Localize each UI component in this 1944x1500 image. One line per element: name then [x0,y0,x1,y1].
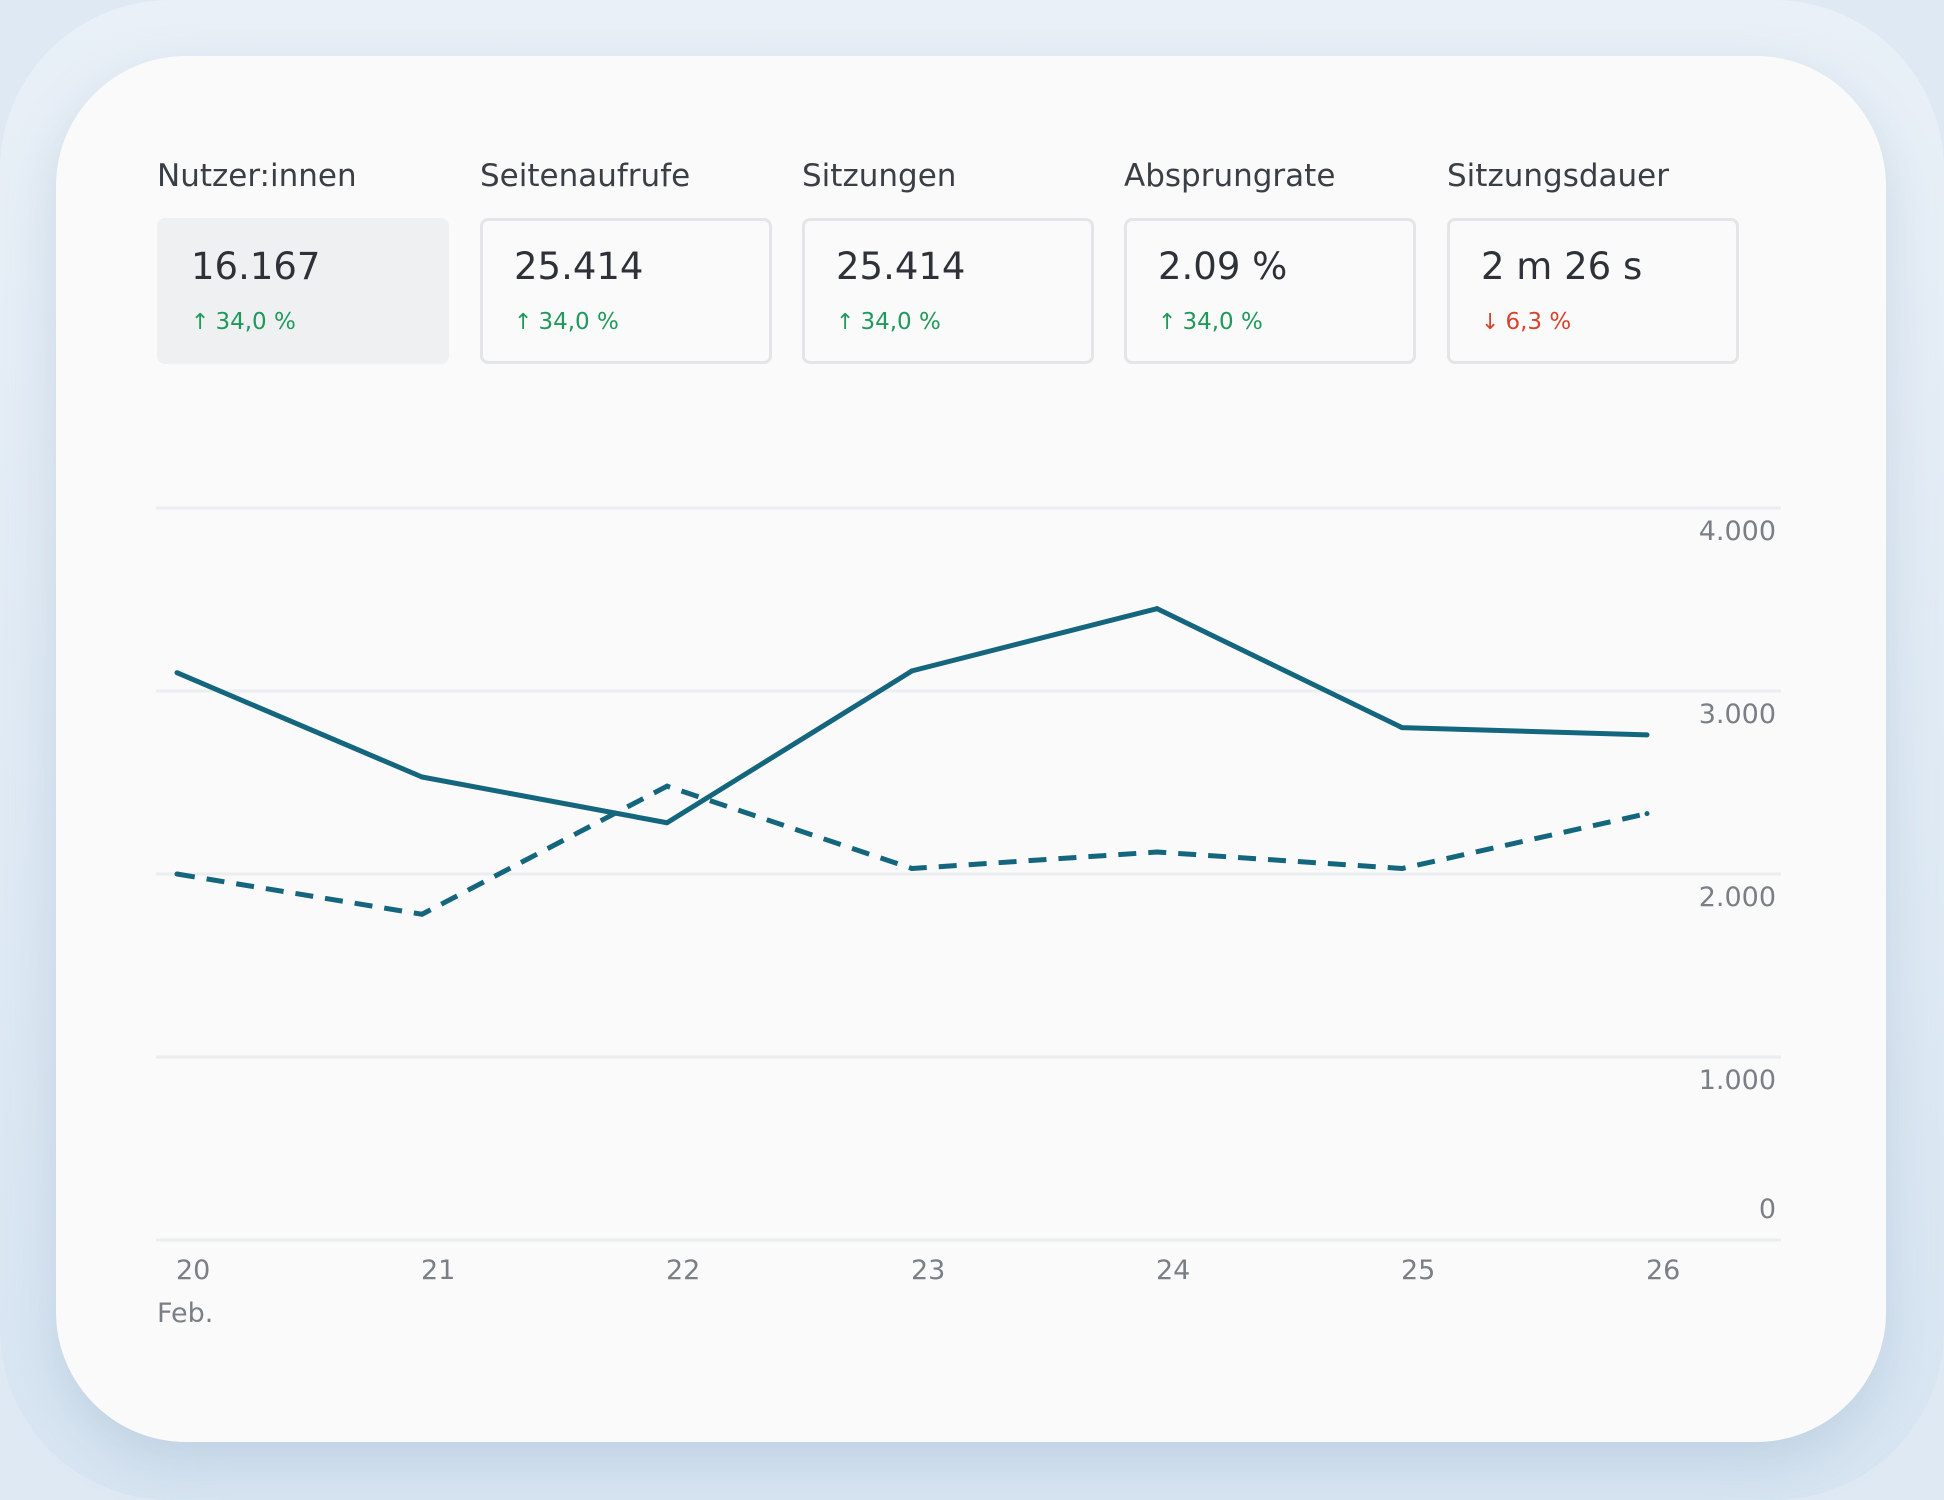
y-tick-label: 0 [1759,1194,1776,1225]
y-tick-label: 3.000 [1699,699,1776,730]
data-point [419,911,425,917]
metric-change-value: 34,0 % [860,309,941,335]
data-point [1154,606,1160,612]
metric-tile-3[interactable]: Absprungrate 2.09 % ↑ 34,0 % [1124,156,1416,364]
y-tick-label: 4.000 [1699,516,1776,547]
metric-tile-0[interactable]: Nutzer:innen 16.167 ↑ 34,0 % [157,156,449,364]
metric-title: Nutzer:innen [157,158,357,194]
arrow-up-icon: ↑ [514,310,533,335]
data-point [1644,811,1650,817]
metric-value: 16.167 [191,245,321,288]
data-point [909,866,915,872]
metric-change: ↑ 34,0 % [1158,307,1413,337]
metric-tile-2[interactable]: Sitzungen 25.414 ↑ 34,0 % [802,156,1094,364]
data-point [909,668,915,674]
metric-value: 2.09 % [1158,245,1288,288]
y-tick-label: 2.000 [1699,882,1776,913]
metric-change: ↑ 34,0 % [514,307,769,337]
series-line-solid [176,606,1648,826]
arrow-down-icon: ↓ [1481,310,1500,335]
data-point [1399,866,1405,872]
data-point [1399,725,1405,731]
y-tick-label: 1.000 [1699,1065,1776,1096]
metric-box[interactable]: 2.09 % ↑ 34,0 % [1124,218,1416,364]
x-axis-month-label: Feb. [157,1298,213,1329]
x-tick-label: 25 [1401,1255,1435,1286]
metric-change-value: 6,3 % [1505,309,1572,335]
data-point [664,820,670,826]
metric-change-value: 34,0 % [1182,309,1263,335]
x-tick-label: 22 [666,1255,700,1286]
data-point [419,774,425,780]
metric-change: ↑ 34,0 % [191,307,446,337]
line-chart: 0 1.000 2.000 3.000 4.000 20 21 22 23 24 25 26 Feb. [156,506,1781,1329]
metric-title: Sitzungen [802,158,957,194]
data-point [664,783,670,789]
metric-box[interactable]: 2 m 26 s ↓ 6,3 % [1447,218,1739,364]
metric-tile-4[interactable]: Sitzungsdauer 2 m 26 s ↓ 6,3 % [1447,156,1739,364]
data-point [1644,732,1650,738]
metric-value: 2 m 26 s [1481,245,1643,288]
metric-change-value: 34,0 % [215,309,296,335]
metric-tile-1[interactable]: Seitenaufrufe 25.414 ↑ 34,0 % [480,156,772,364]
metric-change: ↑ 34,0 % [836,307,1091,337]
metric-title: Sitzungsdauer [1447,158,1669,194]
arrow-up-icon: ↑ [1158,310,1177,335]
x-tick-label: 20 [176,1255,210,1286]
analytics-card: Nutzer:innen 16.167 ↑ 34,0 % Seitenaufrufe 25… [56,56,1886,1442]
metric-change: ↓ 6,3 % [1481,307,1736,337]
x-tick-label: 24 [1156,1255,1190,1286]
series-line-dashed [176,783,1648,917]
arrow-up-icon: ↑ [836,310,855,335]
x-tick-label: 21 [421,1255,455,1286]
metric-title: Seitenaufrufe [480,158,691,194]
metric-change-value: 34,0 % [538,309,619,335]
data-point [1154,849,1160,855]
x-tick-label: 23 [911,1255,945,1286]
metric-box[interactable]: 25.414 ↑ 34,0 % [480,218,772,364]
x-tick-label: 26 [1646,1255,1680,1286]
arrow-up-icon: ↑ [191,310,210,335]
metric-value: 25.414 [514,245,644,288]
metric-title: Absprungrate [1124,158,1336,194]
data-point [174,871,180,877]
metric-value: 25.414 [836,245,966,288]
metric-box[interactable]: 16.167 ↑ 34,0 % [157,218,449,364]
metric-box[interactable]: 25.414 ↑ 34,0 % [802,218,1094,364]
data-point [174,670,180,676]
